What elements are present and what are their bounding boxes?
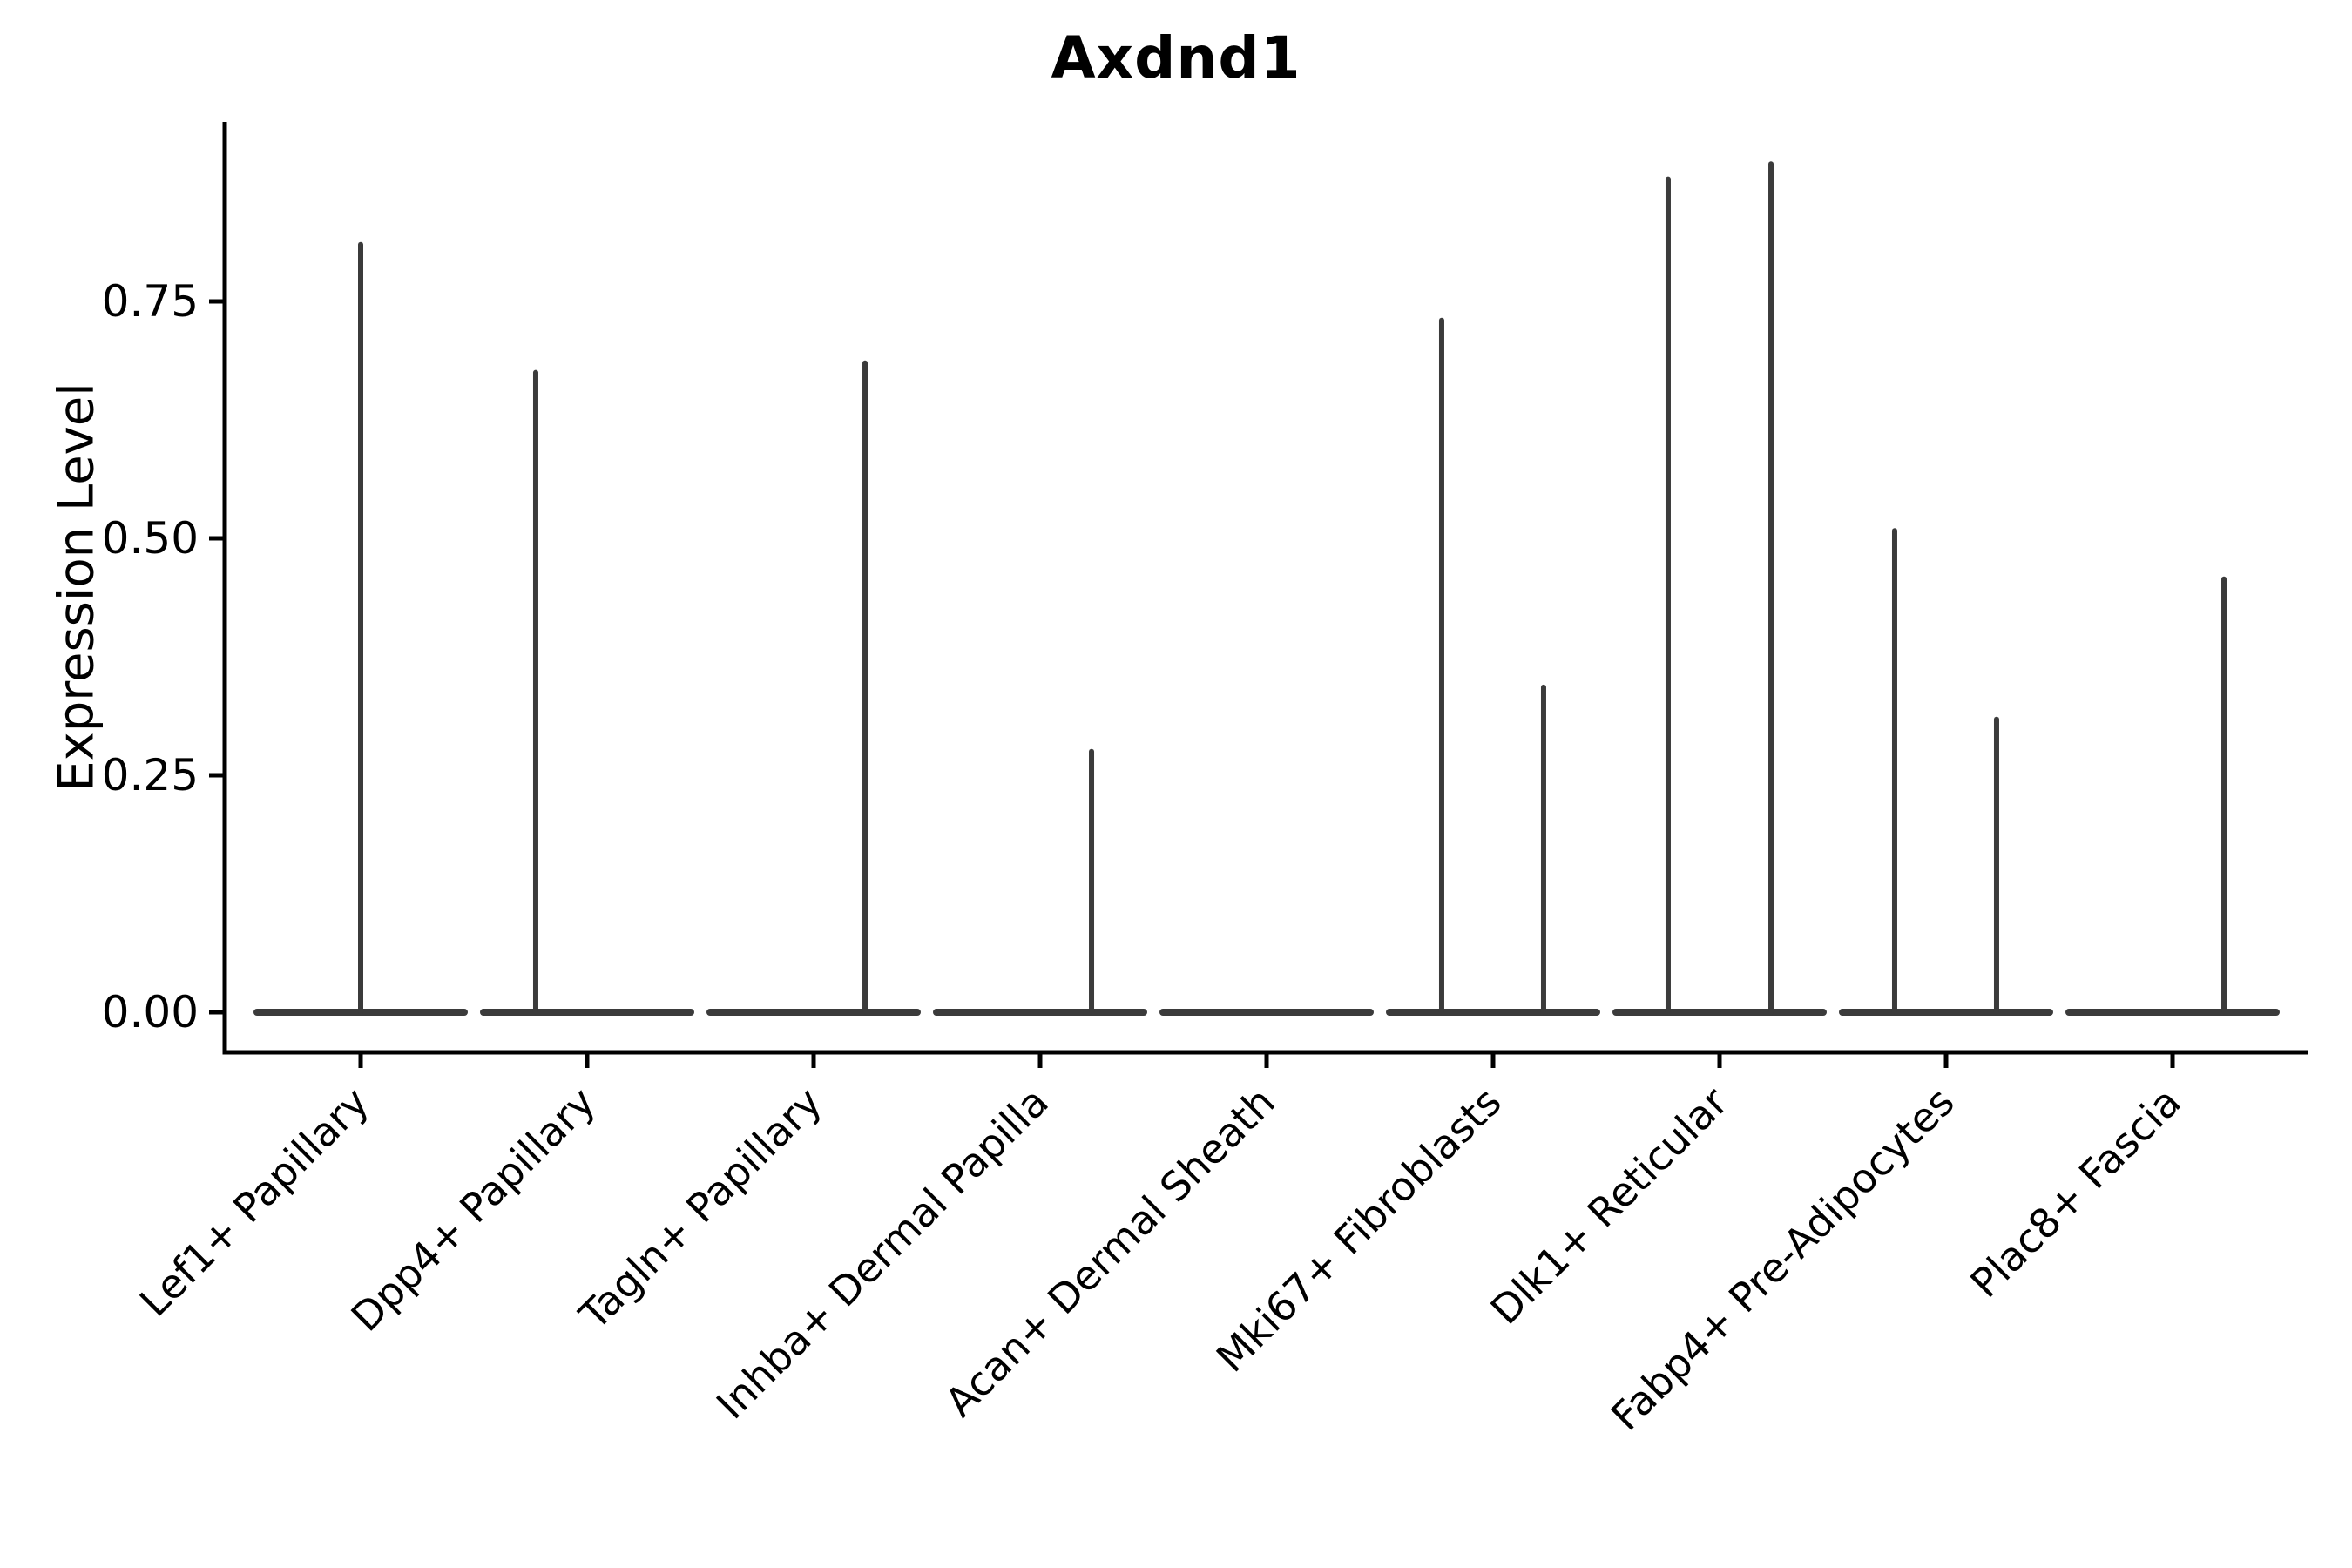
violin-1 [253,241,468,1016]
x-tick-label: Lef1+ Papillary [131,1078,378,1326]
y-tick-label: 0.25 [102,750,199,801]
y-tick-label: 0.75 [102,276,199,327]
violin-2 [480,369,694,1016]
violin-3 [706,360,921,1016]
violin-6 [1386,317,1600,1016]
y-tick-label: 0.00 [102,987,199,1037]
violin-9 [2065,576,2280,1016]
x-tick-label: Dlk1+ Reticular [1482,1078,1737,1334]
y-tick-label: 0.50 [102,513,199,564]
violin-8 [1839,528,2053,1016]
violin-4 [933,748,1147,1016]
x-tick-label: Plac8+ Fascia [1961,1078,2189,1307]
chart-title: Axdnd1 [1051,24,1301,91]
violin-7 [1612,161,1827,1016]
x-tick-label: Tagln+ Papillary [570,1078,831,1340]
x-tick-label: Dpp4+ Papillary [342,1078,605,1341]
